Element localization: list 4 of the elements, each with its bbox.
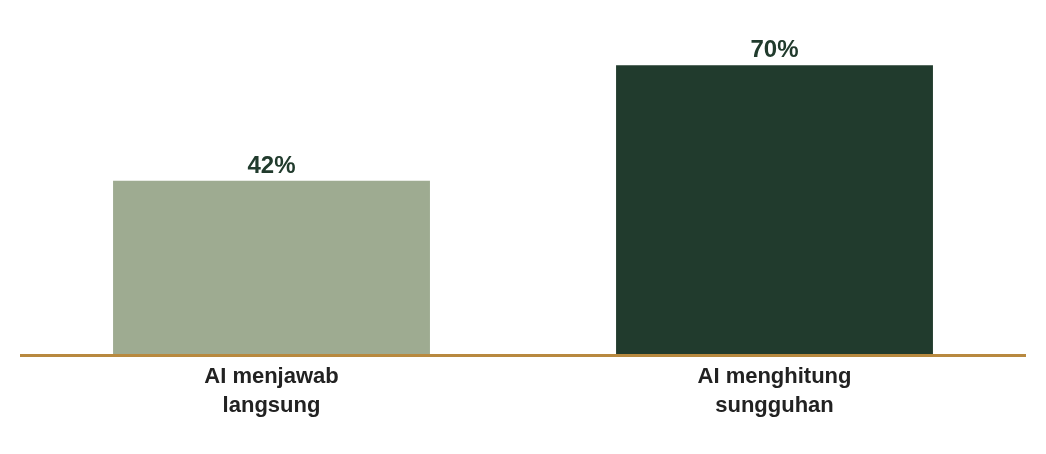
data-label: 42%	[247, 150, 296, 178]
x-tick-label: AI menjawab langsung	[204, 363, 339, 417]
x-tick-label: AI menghitung sungguhan	[697, 363, 852, 417]
data-label: 70%	[750, 35, 799, 63]
